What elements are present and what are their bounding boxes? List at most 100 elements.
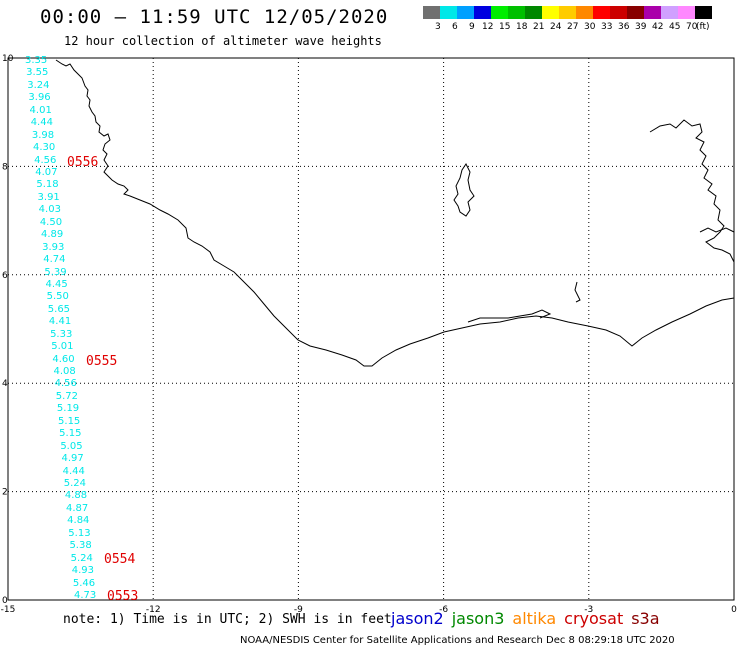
legend-label: 45 <box>669 22 681 32</box>
legend-label: 3 <box>435 22 441 32</box>
legend-label: 24 <box>550 22 562 32</box>
legend-label: 33 <box>601 22 613 32</box>
legend-swatch <box>525 6 542 19</box>
axis-ticks: -15 -12 -9 -6 -3 0 0 2 4 6 8 10 <box>1 54 737 615</box>
wave-height-label: 4.44 <box>30 117 53 129</box>
wave-height-label: 5.13 <box>68 527 91 539</box>
wave-height-label: 5.46 <box>72 577 96 589</box>
wave-height-label: 5.15 <box>59 428 82 440</box>
legend-swatch <box>610 6 627 19</box>
wave-height-label: 4.56 <box>34 154 57 166</box>
legend-label: 21 <box>533 22 545 32</box>
wave-height-label: 4.84 <box>67 515 90 527</box>
legend-label: 36 <box>618 22 630 32</box>
time-label: 0553 <box>107 589 139 604</box>
legend-unit: (ft) <box>696 22 710 32</box>
map-frame <box>7 57 735 601</box>
satellite-altika: altika <box>512 609 557 628</box>
legend-label: 9 <box>469 22 475 32</box>
credit-line: NOAA/NESDIS Center for Satellite Applica… <box>240 635 675 646</box>
wave-height-label: 5.19 <box>56 403 80 415</box>
y-tick-label: 0 <box>2 596 8 606</box>
wave-height-label: 4.30 <box>32 142 56 154</box>
wave-height-label: 4.08 <box>53 366 76 378</box>
wave-height-label: 3.55 <box>26 67 49 79</box>
time-label: 0555 <box>86 354 118 369</box>
x-tick-label: -9 <box>294 605 303 615</box>
legend-swatch <box>695 6 712 19</box>
wave-height-label: 4.07 <box>35 166 58 178</box>
wave-height-label: 4.45 <box>45 278 68 290</box>
coastline <box>55 59 735 367</box>
time-label: 0556 <box>67 155 99 170</box>
wave-height-label: 5.72 <box>55 390 79 402</box>
y-tick-label: 4 <box>2 379 8 389</box>
wave-height-label: 4.97 <box>61 453 84 465</box>
wave-height-label: 5.18 <box>36 179 59 191</box>
wave-height-label: 4.44 <box>62 465 85 477</box>
wave-height-label: 5.24 <box>70 552 93 564</box>
legend-swatch <box>644 6 661 19</box>
grid-lines <box>8 58 734 600</box>
satellite-jason3: jason3 <box>451 609 505 628</box>
wave-height-label: 5.50 <box>46 291 69 303</box>
legend-label: 6 <box>452 22 458 32</box>
wave-height-label: 3.35 <box>25 55 48 66</box>
wave-height-label: 5.33 <box>50 328 73 340</box>
legend-swatch <box>542 6 559 19</box>
color-legend-labels: 3 6 9 12 15 18 21 24 27 30 33 36 39 42 45 70 (ft) <box>423 22 740 34</box>
island-center <box>453 163 475 217</box>
wave-height-label: 4.60 <box>52 353 75 365</box>
footnote: note: 1) Time is in UTC; 2) SWH is in fe… <box>63 612 392 627</box>
satellite-s3a: s3a <box>631 609 660 628</box>
legend-swatch <box>559 6 576 19</box>
wave-height-label: 5.39 <box>44 266 67 278</box>
legend-label: 42 <box>652 22 664 32</box>
legend-swatch <box>593 6 610 19</box>
wave-height-label: 5.65 <box>47 303 71 315</box>
legend-swatch <box>627 6 644 19</box>
wave-height-label: 5.38 <box>69 540 92 552</box>
legend-swatch <box>491 6 508 19</box>
wave-height-label: 5.15 <box>58 415 81 427</box>
legend-label: 27 <box>567 22 579 32</box>
y-tick-label: 2 <box>2 488 8 498</box>
legend-swatch <box>508 6 525 19</box>
y-tick-label: 6 <box>2 271 8 281</box>
x-tick-label: -3 <box>584 605 593 615</box>
wave-height-label: 4.56 <box>54 378 77 390</box>
coastline-east-inlet <box>699 227 735 233</box>
x-tick-label: -12 <box>146 605 161 615</box>
x-tick-label: -15 <box>1 605 16 615</box>
coastline-main <box>55 59 735 367</box>
wave-height-label: 3.93 <box>42 241 65 253</box>
wave-height-label: 4.03 <box>38 204 61 216</box>
legend-label: 15 <box>499 22 511 32</box>
wave-height-label: 4.89 <box>40 229 64 241</box>
island-small <box>574 281 581 303</box>
color-legend-bar <box>423 6 712 19</box>
wave-height-label: 5.05 <box>60 440 83 452</box>
legend-swatch <box>661 6 678 19</box>
legend-label: 18 <box>516 22 528 32</box>
coastline-northeast <box>649 119 735 263</box>
legend-swatch <box>457 6 474 19</box>
time-label: 0554 <box>104 552 136 567</box>
wave-height-label: 3.91 <box>37 191 60 203</box>
x-tick-label: -6 <box>439 605 448 615</box>
wave-height-label: 4.41 <box>48 316 72 328</box>
wave-height-label: 4.93 <box>71 565 94 577</box>
satellite-cryosat: cryosat <box>564 609 624 628</box>
legend-label: 30 <box>584 22 596 32</box>
legend-swatch <box>576 6 593 19</box>
satellite-jason2: jason2 <box>391 609 444 628</box>
wave-height-label: 5.01 <box>51 341 74 353</box>
map-title: 00:00 – 11:59 UTC 12/05/2020 <box>40 6 389 28</box>
legend-label: 12 <box>482 22 494 32</box>
wave-height-label: 4.73 <box>74 590 97 601</box>
wave-height-label: 5.24 <box>63 478 86 490</box>
coastline-bump <box>467 309 552 323</box>
legend-label: 70 <box>686 22 698 32</box>
wave-height-label: 3.24 <box>27 79 50 91</box>
